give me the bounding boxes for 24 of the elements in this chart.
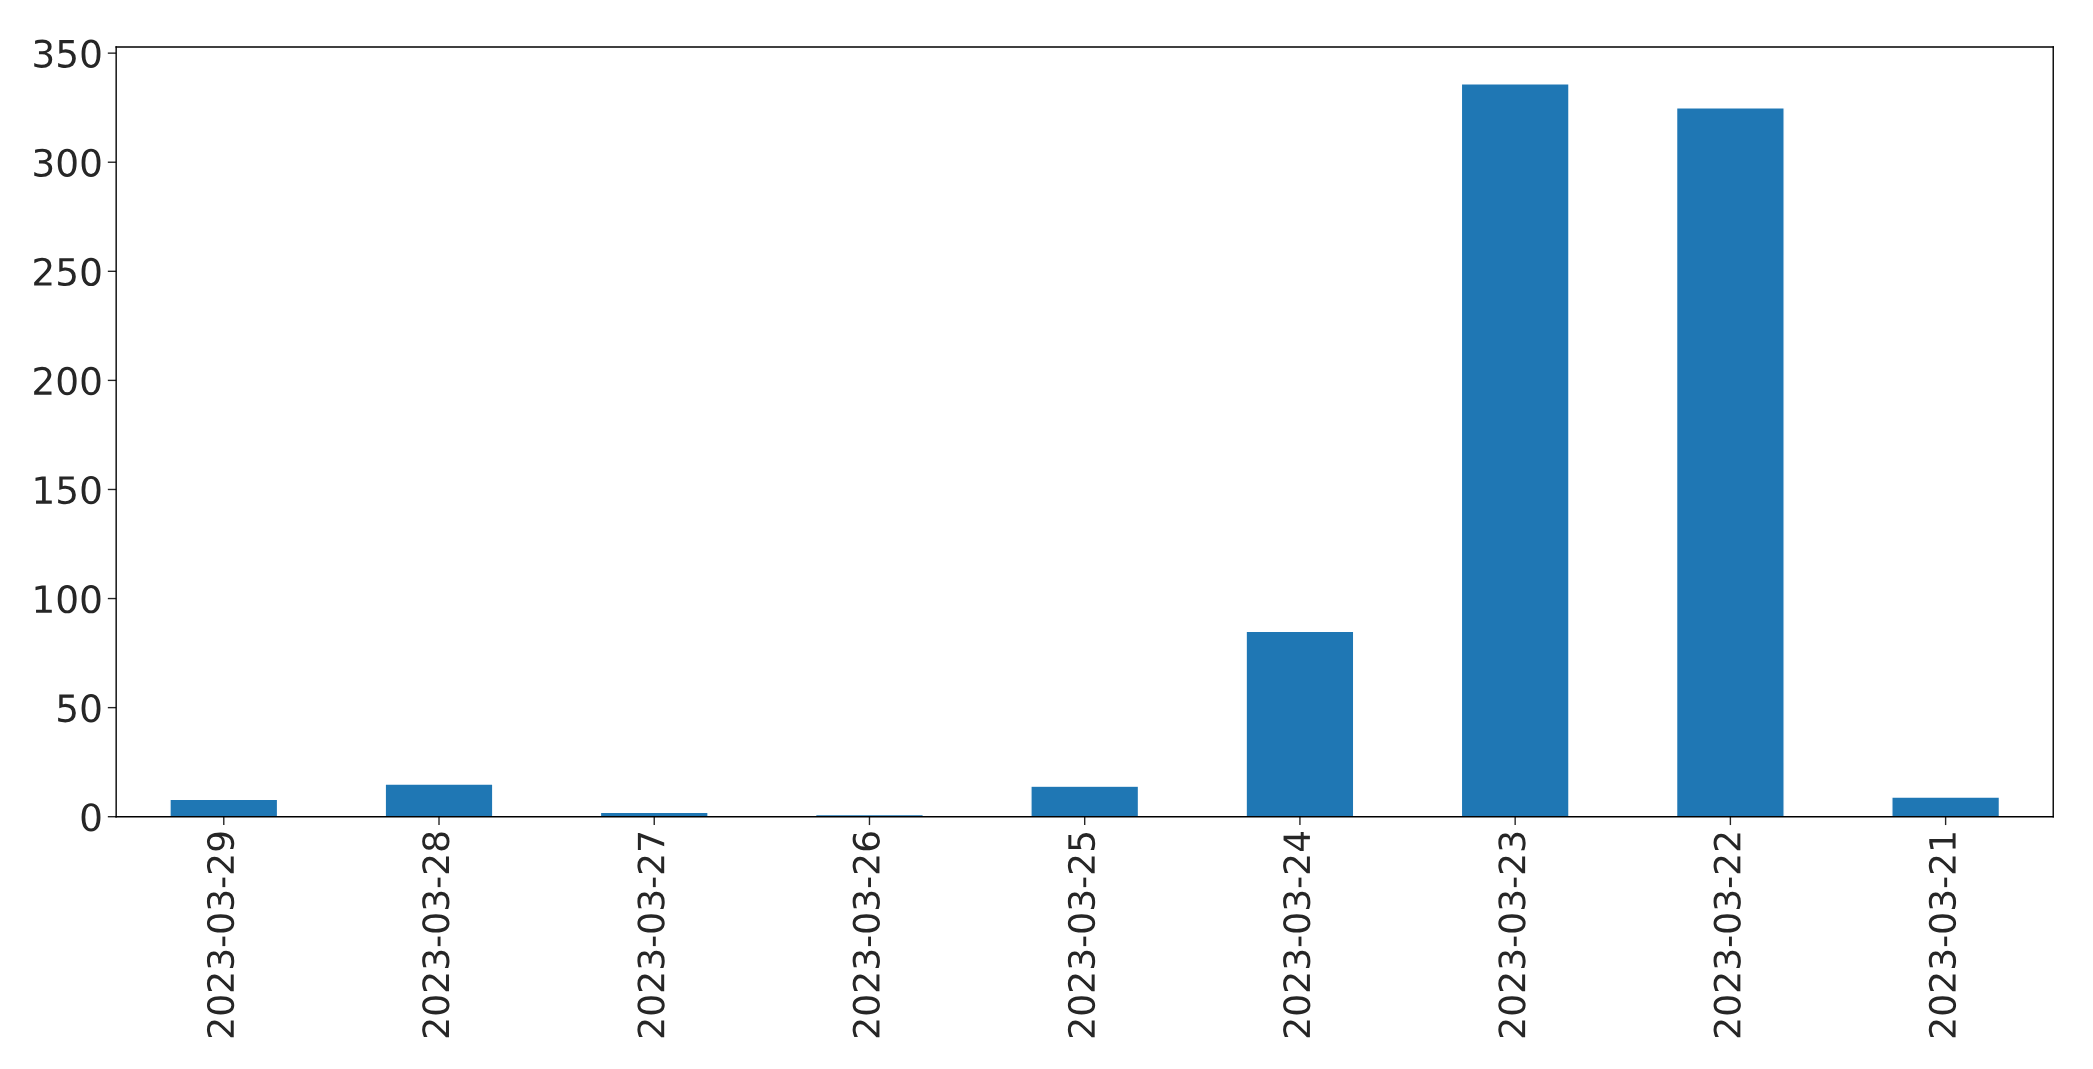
x-tick-label: 2023-03-29 [206,832,235,1038]
x-tick-label: 2023-03-26 [852,832,880,1038]
x-tick-label: 2023-03-23 [1498,832,1526,1038]
x-tick-label: 2023-03-25 [1067,833,1096,1038]
x-tick-label: 2023-03-27 [637,833,665,1038]
y-tick-label: 200 [34,366,101,396]
x-tick-label: 2023-03-28 [422,832,450,1038]
bar [169,798,279,817]
bar [1675,106,1785,817]
bar [1245,630,1355,817]
bar [1030,785,1140,817]
y-tick-label: 150 [35,475,101,505]
x-tick-label: 2023-03-24 [1283,831,1311,1038]
y-tick-label: 50 [58,694,101,723]
bar [1460,82,1570,817]
bar [384,783,494,817]
y-tick-label: 300 [34,148,101,178]
y-tick-label: 0 [81,803,101,832]
x-tick-label: 2023-03-21 [1928,833,1957,1038]
y-tick-label: 350 [34,39,101,68]
y-tick-label: 100 [35,584,101,614]
x-tick-label: 2023-03-22 [1713,833,1741,1038]
y-tick-label: 250 [34,257,101,287]
bar [1891,796,2001,817]
